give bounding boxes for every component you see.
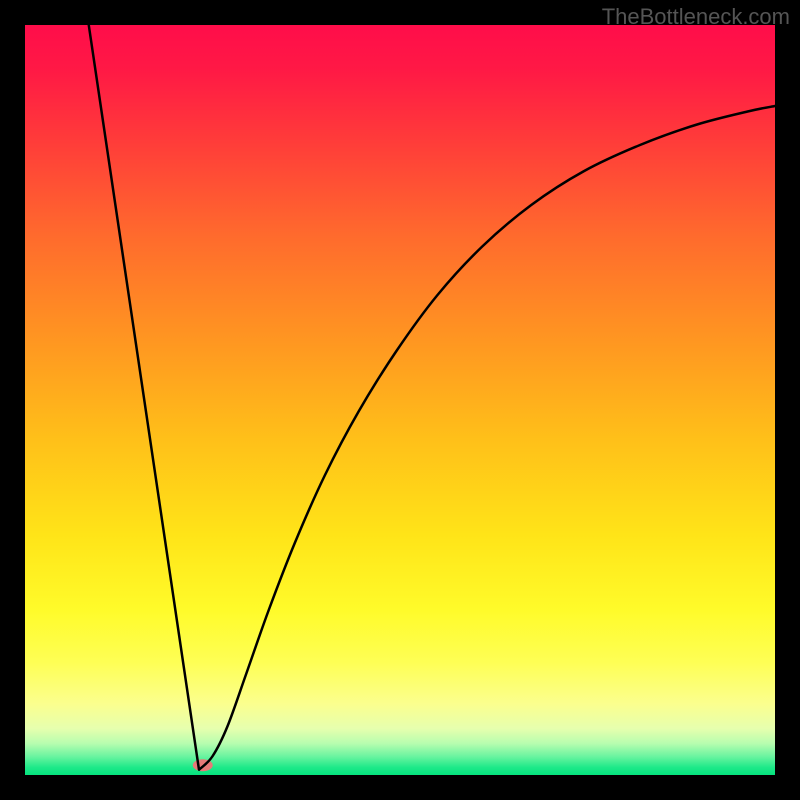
chart-root: TheBottleneck.com: [0, 0, 800, 800]
bottleneck-chart: [0, 0, 800, 800]
watermark-text: TheBottleneck.com: [602, 4, 790, 30]
